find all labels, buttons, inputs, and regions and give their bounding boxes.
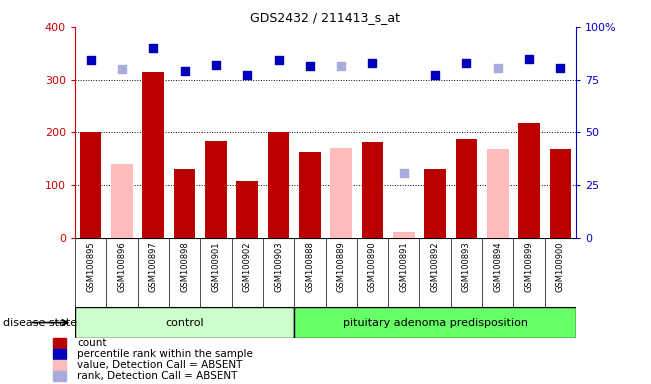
Point — [398, 170, 409, 176]
Point — [336, 63, 346, 69]
Bar — [456, 139, 477, 238]
Point — [117, 66, 127, 72]
Text: GSM100897: GSM100897 — [148, 242, 158, 292]
Point — [367, 60, 378, 66]
Text: GSM100901: GSM100901 — [212, 242, 220, 292]
Text: GSM100898: GSM100898 — [180, 242, 189, 292]
Text: percentile rank within the sample: percentile rank within the sample — [77, 349, 253, 359]
Bar — [53, 349, 66, 359]
Bar — [142, 72, 164, 238]
Bar — [487, 149, 509, 238]
Point — [273, 56, 284, 63]
Bar — [174, 169, 195, 238]
Point — [462, 60, 472, 66]
Text: value, Detection Call = ABSENT: value, Detection Call = ABSENT — [77, 360, 242, 370]
Text: GSM100895: GSM100895 — [86, 242, 95, 292]
Point — [148, 45, 158, 51]
Text: count: count — [77, 338, 107, 348]
Text: GSM100891: GSM100891 — [399, 242, 408, 292]
Text: GSM100889: GSM100889 — [337, 242, 346, 292]
Point — [85, 56, 96, 63]
Point — [524, 55, 534, 61]
Point — [211, 62, 221, 68]
Bar — [393, 232, 415, 238]
Point — [305, 63, 315, 69]
Text: GSM100896: GSM100896 — [117, 242, 126, 292]
Bar — [330, 148, 352, 238]
Bar — [205, 141, 227, 238]
Text: GSM100902: GSM100902 — [243, 242, 252, 292]
Bar — [53, 338, 66, 348]
Point — [493, 65, 503, 71]
Bar — [111, 164, 133, 238]
Bar — [53, 371, 66, 381]
Text: GSM100893: GSM100893 — [462, 242, 471, 292]
Text: GSM100890: GSM100890 — [368, 242, 377, 292]
Point — [430, 72, 440, 78]
Text: GSM100903: GSM100903 — [274, 242, 283, 292]
Text: pituitary adenoma predisposition: pituitary adenoma predisposition — [342, 318, 528, 328]
Text: GSM100892: GSM100892 — [431, 242, 439, 292]
Point — [179, 68, 189, 74]
Text: control: control — [165, 318, 204, 328]
Bar — [549, 149, 572, 238]
Bar — [294, 307, 576, 338]
Bar — [75, 307, 294, 338]
Text: GSM100894: GSM100894 — [493, 242, 503, 292]
Bar — [424, 169, 446, 238]
Title: GDS2432 / 211413_s_at: GDS2432 / 211413_s_at — [251, 11, 400, 24]
Text: GSM100888: GSM100888 — [305, 242, 314, 292]
Point — [555, 65, 566, 71]
Bar — [236, 181, 258, 238]
Bar — [268, 132, 290, 238]
Bar — [518, 123, 540, 238]
Bar — [361, 142, 383, 238]
Text: rank, Detection Call = ABSENT: rank, Detection Call = ABSENT — [77, 371, 238, 381]
Bar — [299, 152, 321, 238]
Text: GSM100900: GSM100900 — [556, 242, 565, 292]
Bar — [53, 360, 66, 370]
Text: GSM100899: GSM100899 — [525, 242, 534, 292]
Point — [242, 72, 253, 78]
Bar — [79, 132, 102, 238]
Text: disease state: disease state — [3, 318, 77, 328]
